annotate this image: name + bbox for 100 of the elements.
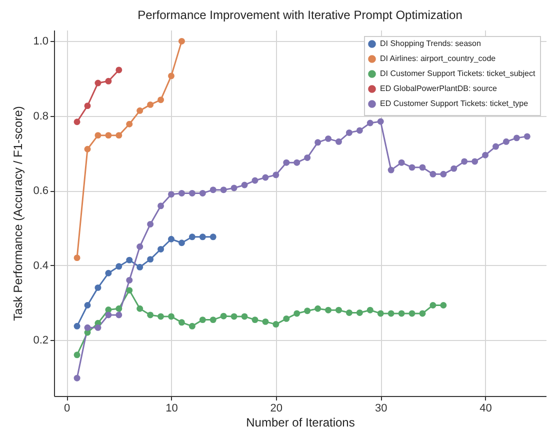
point xyxy=(272,321,280,328)
point xyxy=(136,264,144,270)
x-tick-label: 30 xyxy=(374,402,388,414)
point xyxy=(94,80,102,86)
point xyxy=(136,305,144,312)
point xyxy=(94,284,102,291)
point xyxy=(398,310,405,317)
point xyxy=(472,158,478,165)
legend-label: DI Airlines: airport_country_code xyxy=(380,54,496,63)
point xyxy=(116,312,122,318)
point xyxy=(158,96,164,104)
point xyxy=(147,101,154,108)
point xyxy=(252,316,258,324)
point xyxy=(408,164,416,171)
y-tick-label: 0.2 xyxy=(33,334,48,346)
point xyxy=(325,306,332,314)
point xyxy=(419,164,426,171)
point xyxy=(314,139,322,146)
point xyxy=(377,310,384,317)
point xyxy=(116,305,122,312)
point xyxy=(304,308,311,314)
point xyxy=(346,309,352,316)
point xyxy=(74,374,80,382)
point xyxy=(450,165,458,172)
chart-title: Performance Improvement with Iterative Prompt Optimization xyxy=(138,8,462,22)
point xyxy=(398,159,405,166)
point xyxy=(294,310,300,317)
x-tick-label: 0 xyxy=(64,402,70,414)
point xyxy=(94,324,102,331)
point xyxy=(210,186,216,194)
point xyxy=(492,143,499,150)
point xyxy=(147,256,154,263)
point xyxy=(366,306,374,314)
point xyxy=(230,184,238,192)
point xyxy=(461,158,468,165)
y-tick-label: 0.6 xyxy=(33,185,48,198)
point xyxy=(325,135,332,142)
point xyxy=(178,240,185,246)
point xyxy=(105,312,112,318)
point xyxy=(366,120,374,126)
point xyxy=(430,170,436,178)
point xyxy=(105,78,112,84)
point xyxy=(158,313,164,320)
point xyxy=(168,191,174,198)
point xyxy=(168,236,174,242)
point xyxy=(272,172,280,178)
point xyxy=(126,120,133,128)
point xyxy=(294,159,300,166)
point xyxy=(419,310,426,317)
point xyxy=(356,309,363,316)
point xyxy=(116,66,122,74)
point xyxy=(335,306,342,314)
point xyxy=(440,302,447,308)
point xyxy=(168,313,174,320)
point xyxy=(377,118,384,125)
point xyxy=(84,324,91,331)
point xyxy=(304,154,311,161)
point xyxy=(502,138,510,145)
point xyxy=(188,190,196,196)
point xyxy=(210,316,216,324)
point xyxy=(408,310,416,317)
point xyxy=(178,38,185,44)
point xyxy=(388,310,394,317)
point xyxy=(84,302,91,308)
x-axis-title: Number of Iterations xyxy=(246,416,355,430)
legend-label: ED Customer Support Tickets: ticket_type xyxy=(380,99,529,108)
point xyxy=(199,316,206,324)
point xyxy=(158,202,164,210)
point xyxy=(230,313,238,320)
point xyxy=(74,254,80,262)
point xyxy=(210,234,216,240)
point xyxy=(262,174,269,181)
legend-label: DI Shopping Trends: season xyxy=(380,39,481,48)
legend-label: DI Customer Support Tickets: ticket_subject xyxy=(380,69,536,78)
point xyxy=(220,186,227,194)
legend-label: ED GlobalPowerPlantDB: source xyxy=(380,84,498,93)
y-tick-label: 0.4 xyxy=(33,260,48,272)
point xyxy=(430,302,436,308)
point xyxy=(482,152,489,158)
point xyxy=(84,102,91,110)
point xyxy=(136,107,144,114)
point xyxy=(74,118,80,126)
point xyxy=(94,132,102,139)
point xyxy=(105,270,112,276)
point xyxy=(283,315,290,322)
x-tick-label: 10 xyxy=(166,402,178,414)
point xyxy=(440,170,447,178)
x-tick-label: 40 xyxy=(480,402,492,414)
point xyxy=(335,138,342,145)
point xyxy=(147,312,154,318)
point xyxy=(136,243,144,250)
x-tick-label: 20 xyxy=(270,402,283,414)
point xyxy=(84,146,91,152)
point xyxy=(513,134,520,142)
point xyxy=(126,256,133,264)
point xyxy=(388,166,394,174)
point xyxy=(116,263,122,270)
point xyxy=(188,322,196,330)
point xyxy=(178,319,185,326)
y-axis-title: Task Performance (Accuracy / F1-score) xyxy=(11,106,26,321)
